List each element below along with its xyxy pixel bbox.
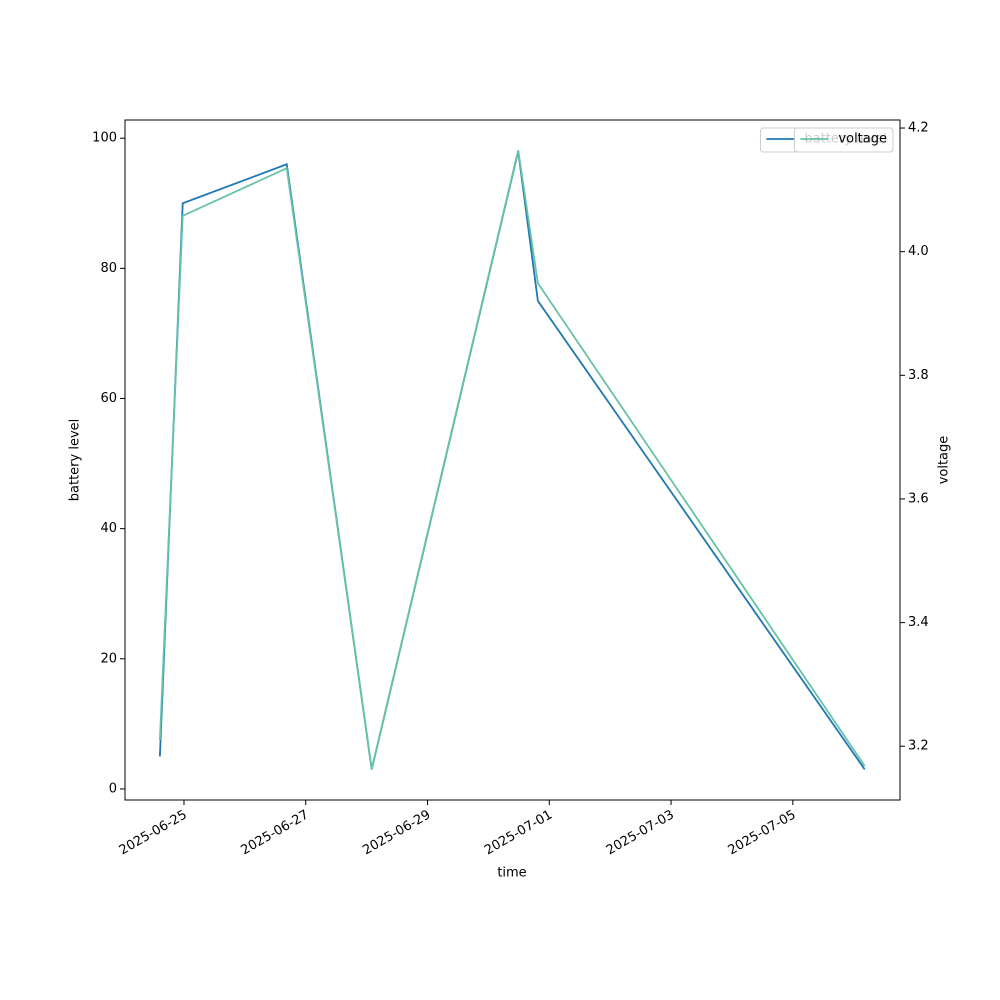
y-tick-label: 80 [100, 261, 117, 276]
y2-tick-label: 3.2 [908, 739, 929, 754]
y-tick-label: 100 [92, 131, 117, 146]
legend-box [793, 127, 894, 153]
y-tick-label: 60 [100, 391, 117, 406]
y-tick-label: 0 [109, 781, 117, 796]
x-axis-label: time [497, 866, 526, 881]
y2-tick-label: 3.8 [908, 368, 929, 383]
series-line [158, 151, 866, 770]
series-line [158, 150, 866, 770]
legend-label: voltage [838, 132, 887, 147]
y2-tick-label: 4.0 [908, 244, 929, 259]
y-axis-label: battery level [68, 419, 83, 502]
y2-tick-label: 4.2 [908, 121, 929, 136]
plot-frame [124, 119, 901, 801]
y2-tick-label: 3.4 [908, 615, 929, 630]
y-tick-label: 40 [100, 521, 117, 536]
y-tick-label: 20 [100, 651, 117, 666]
y2-tick-label: 3.6 [908, 491, 929, 506]
y2-axis-label: voltage [937, 436, 952, 485]
legend: voltage [793, 127, 894, 153]
